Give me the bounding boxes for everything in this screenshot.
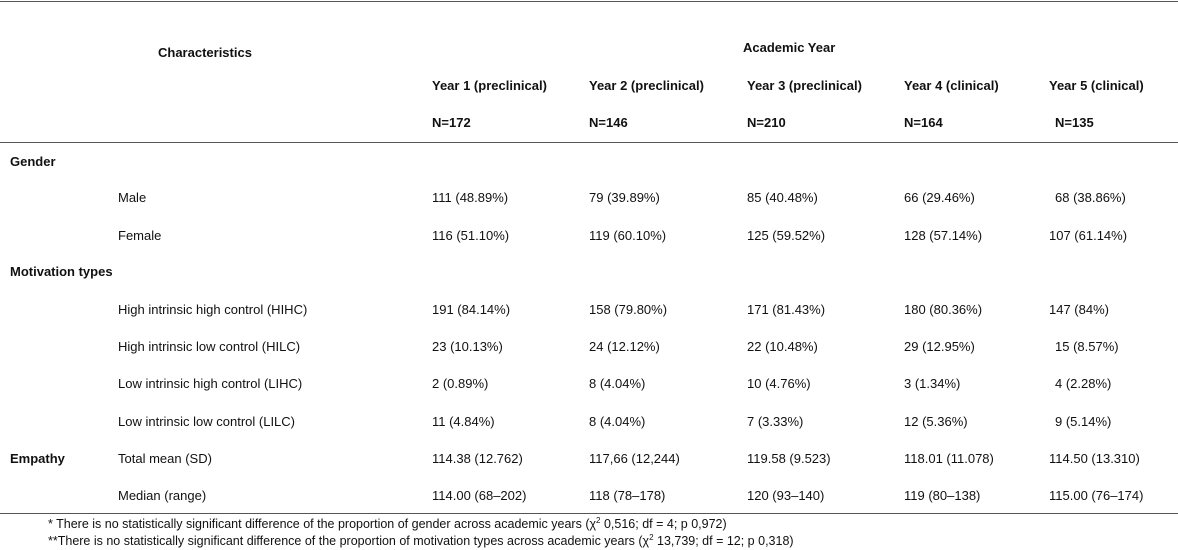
header-n-4: N=164 — [904, 115, 943, 130]
footnote-motivation-stats: 13,739; df = 12; p 0,318) — [653, 534, 794, 548]
header-n-5: N=135 — [1055, 115, 1094, 130]
row-label-lilc: Low intrinsic low control (LILC) — [118, 414, 296, 429]
cell-lihc-y1: 2 (0.89%) — [432, 376, 489, 391]
cell-female-y1: 116 (51.10%) — [432, 228, 510, 243]
footnote-motivation: **There is no statistically significant … — [48, 533, 794, 549]
cell-male-y5: 68 (38.86%) — [1055, 190, 1126, 205]
row-label-hilc: High intrinsic low control (HILC) — [118, 339, 301, 354]
cell-lilc-y5: 9 (5.14%) — [1055, 414, 1112, 429]
cell-female-y4: 128 (57.14%) — [904, 228, 983, 243]
footnote-motivation-superscript: 2 — [649, 533, 654, 542]
cell-lilc-y2: 8 (4.04%) — [589, 414, 646, 429]
section-gender: Gender — [10, 154, 56, 169]
header-year-2: Year 2 (preclinical) — [589, 78, 704, 93]
section-motivation: Motivation types — [10, 264, 113, 279]
cell-female-y2: 119 (60.10%) — [589, 228, 667, 243]
cell-hihc-y3: 171 (81.43%) — [747, 302, 826, 317]
cell-lihc-y2: 8 (4.04%) — [589, 376, 646, 391]
cell-lilc-y1: 11 (4.84%) — [432, 414, 495, 429]
header-rule — [0, 142, 1178, 143]
header-year-4: Year 4 (clinical) — [904, 78, 999, 93]
cell-lihc-y4: 3 (1.34%) — [904, 376, 961, 391]
cell-hilc-y2: 24 (12.12%) — [589, 339, 660, 354]
cell-median-y3: 120 (93–140) — [747, 488, 825, 503]
row-label-female: Female — [118, 228, 162, 243]
header-year-3: Year 3 (preclinical) — [747, 78, 862, 93]
cell-hilc-y1: 23 (10.13%) — [432, 339, 503, 354]
row-label-median: Median (range) — [118, 488, 207, 503]
header-year-5: Year 5 (clinical) — [1049, 78, 1144, 93]
cell-median-y4: 119 (80–138) — [904, 488, 981, 503]
row-label-hihc: High intrinsic high control (HIHC) — [118, 302, 308, 317]
cell-lilc-y3: 7 (3.33%) — [747, 414, 804, 429]
footnote-gender-stats: 0,516; df = 4; p 0,972) — [600, 517, 727, 531]
cell-total-mean-y4: 118.01 (11.078) — [904, 451, 994, 466]
section-empathy: Empathy — [10, 451, 65, 466]
header-n-3: N=210 — [747, 115, 786, 130]
cell-total-mean-y2: 117,66 (12,244) — [589, 451, 680, 466]
header-n-1: N=172 — [432, 115, 471, 130]
cell-female-y3: 125 (59.52%) — [747, 228, 826, 243]
cell-male-y4: 66 (29.46%) — [904, 190, 975, 205]
cell-total-mean-y5: 114.50 (13.310) — [1049, 451, 1140, 466]
cell-hilc-y3: 22 (10.48%) — [747, 339, 818, 354]
cell-male-y2: 79 (39.89%) — [589, 190, 660, 205]
footnote-gender-text: * There is no statistically significant … — [48, 517, 597, 531]
row-label-total-mean: Total mean (SD) — [118, 451, 212, 466]
cell-hihc-y4: 180 (80.36%) — [904, 302, 983, 317]
footnote-gender-superscript: 2 — [596, 516, 601, 525]
header-year-1: Year 1 (preclinical) — [432, 78, 547, 93]
cell-median-y2: 118 (78–178) — [589, 488, 666, 503]
header-n-2: N=146 — [589, 115, 628, 130]
cell-hilc-y5: 15 (8.57%) — [1055, 339, 1119, 354]
cell-male-y1: 111 (48.89%) — [432, 190, 509, 205]
header-academic-year: Academic Year — [743, 40, 836, 55]
row-label-lihc: Low intrinsic high control (LIHC) — [118, 376, 303, 391]
cell-median-y1: 114.00 (68–202) — [432, 488, 527, 503]
cell-hihc-y2: 158 (79.80%) — [589, 302, 668, 317]
footnote-gender: * There is no statistically significant … — [48, 516, 727, 532]
top-rule — [0, 1, 1178, 2]
cell-total-mean-y3: 119.58 (9.523) — [747, 451, 831, 466]
cell-male-y3: 85 (40.48%) — [747, 190, 818, 205]
row-label-male: Male — [118, 190, 147, 205]
bottom-rule — [0, 513, 1178, 514]
footnote-motivation-text: **There is no statistically significant … — [48, 534, 650, 548]
header-characteristics: Characteristics — [158, 45, 252, 60]
cell-hihc-y5: 147 (84%) — [1049, 302, 1109, 317]
cell-female-y5: 107 (61.14%) — [1049, 228, 1128, 243]
cell-lilc-y4: 12 (5.36%) — [904, 414, 968, 429]
cell-total-mean-y1: 114.38 (12.762) — [432, 451, 523, 466]
cell-hilc-y4: 29 (12.95%) — [904, 339, 975, 354]
cell-hihc-y1: 191 (84.14%) — [432, 302, 511, 317]
cell-lihc-y5: 4 (2.28%) — [1055, 376, 1112, 391]
cell-median-y5: 115.00 (76–174) — [1049, 488, 1144, 503]
cell-lihc-y3: 10 (4.76%) — [747, 376, 811, 391]
